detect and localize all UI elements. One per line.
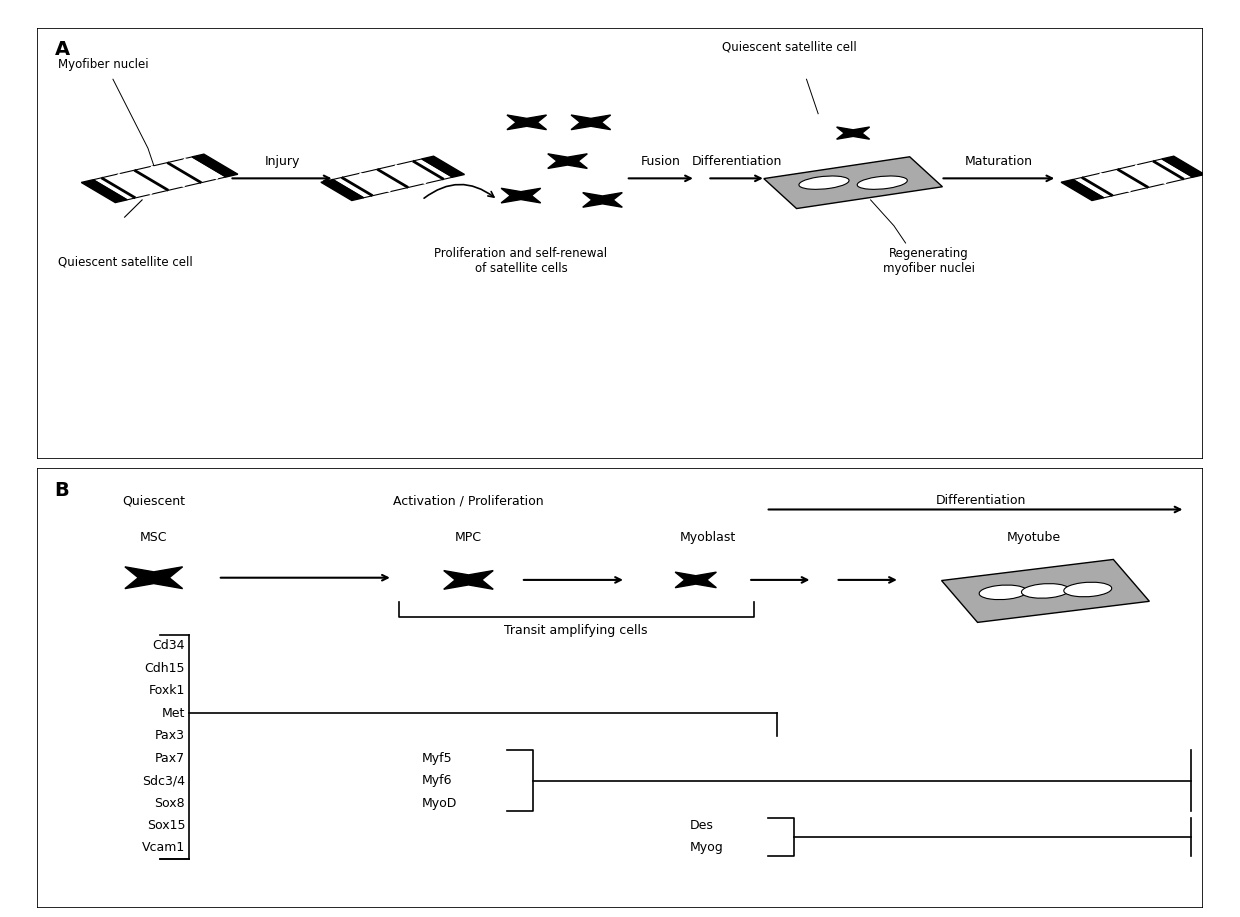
Text: MPC: MPC [455,532,482,545]
Polygon shape [422,156,465,177]
Ellipse shape [1022,583,1069,598]
Text: Myog: Myog [689,842,724,855]
Text: Differentiation: Differentiation [692,155,781,168]
Text: Vcam1: Vcam1 [143,842,185,855]
Text: Differentiation: Differentiation [936,494,1027,507]
Polygon shape [941,559,1149,623]
Polygon shape [82,180,128,203]
Polygon shape [444,570,494,590]
Polygon shape [764,157,942,208]
Text: Maturation: Maturation [965,155,1033,168]
Polygon shape [192,154,238,177]
Text: Myf6: Myf6 [422,774,453,787]
Text: Injury: Injury [264,155,300,168]
Text: Met: Met [162,707,185,720]
Ellipse shape [1064,582,1112,597]
Text: Proliferation and self-renewal
of satellite cells: Proliferation and self-renewal of satell… [434,248,608,275]
Text: Myoblast: Myoblast [680,532,735,545]
Polygon shape [1073,159,1193,198]
Text: Pax7: Pax7 [155,752,185,765]
Polygon shape [125,567,182,589]
Text: Cdh15: Cdh15 [145,662,185,675]
Text: Transit amplifying cells: Transit amplifying cells [503,624,647,637]
Polygon shape [93,157,226,200]
Text: Cd34: Cd34 [153,639,185,652]
Text: Regenerating
myofiber nuclei: Regenerating myofiber nuclei [883,248,975,275]
Text: Sox15: Sox15 [146,819,185,832]
Text: Activation / Proliferation: Activation / Proliferation [393,494,544,507]
Polygon shape [501,188,541,203]
Ellipse shape [857,176,908,189]
Text: A: A [55,40,69,60]
Ellipse shape [799,176,849,189]
Polygon shape [548,154,588,169]
Polygon shape [583,193,622,207]
Polygon shape [837,127,869,139]
Text: Quiescent: Quiescent [123,494,185,507]
Text: Sox8: Sox8 [155,797,185,810]
Text: Foxk1: Foxk1 [149,684,185,697]
Text: Fusion: Fusion [641,155,681,168]
Text: Quiescent satellite cell: Quiescent satellite cell [58,256,193,269]
Text: Myf5: Myf5 [422,752,453,765]
Text: Pax3: Pax3 [155,729,185,742]
Text: B: B [55,481,69,500]
Polygon shape [675,572,717,588]
Polygon shape [332,159,453,198]
Polygon shape [321,180,363,201]
Text: Des: Des [689,819,714,832]
Text: Sdc3/4: Sdc3/4 [143,774,185,787]
Polygon shape [1162,156,1204,177]
Text: MyoD: MyoD [422,797,458,810]
Ellipse shape [980,585,1027,600]
Polygon shape [507,115,547,129]
Text: MSC: MSC [140,532,167,545]
Polygon shape [572,115,610,129]
Text: Myotube: Myotube [1007,532,1061,545]
Polygon shape [1061,180,1104,201]
Text: Myofiber nuclei: Myofiber nuclei [58,58,149,71]
Text: Quiescent satellite cell: Quiescent satellite cell [722,40,857,53]
